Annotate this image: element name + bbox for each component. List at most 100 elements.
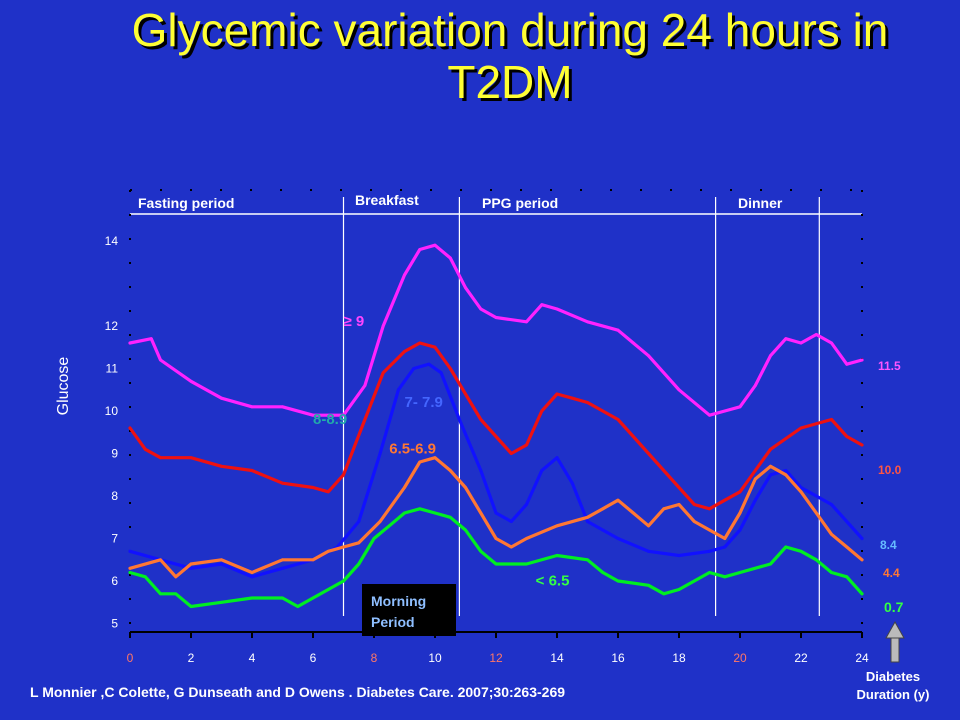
series-point [174,575,178,579]
series-point [159,456,162,460]
series-point [494,562,498,566]
series-point [586,520,589,523]
series-point [677,503,681,506]
series-point [250,469,254,472]
series-point [418,248,422,251]
series-point [586,558,589,562]
series-point [250,596,254,600]
series-point [220,562,223,566]
series-label: 7- 7.9 [405,394,443,411]
series-point [128,341,132,345]
series-point [708,549,711,553]
series-point [189,566,193,570]
series-point [525,443,528,447]
series-point [799,426,803,430]
up-arrow-icon [885,620,905,663]
series-point [555,554,559,557]
x-tick-label: 16 [611,651,625,665]
series-point [616,498,620,502]
series-line [128,341,864,511]
series-point [708,571,711,574]
period-label: PPG period [482,195,558,211]
series-point [738,511,742,515]
series-point [281,596,284,600]
series-point [418,507,422,511]
series-point [250,575,254,579]
series-point [738,528,742,532]
series-point [784,337,788,341]
y-tick-label: 5 [111,617,118,631]
series-point [860,358,864,362]
series-point [830,571,833,574]
series-point [403,486,406,489]
series-point [723,409,727,413]
series-point [494,435,498,438]
series-point [357,562,361,566]
series-point [363,418,367,421]
series-point [647,583,650,587]
series-point [128,426,132,430]
y-tick-label: 9 [111,447,118,461]
period-label: Fasting period [138,195,234,211]
series-point [769,447,772,451]
series-point [845,435,849,438]
series-point [448,515,452,519]
series-point [616,537,620,540]
x-tick-label: 14 [550,651,564,665]
series-point [830,341,833,345]
series-point [357,541,361,545]
series-point [281,558,284,562]
series-point [509,452,513,455]
series-point [860,592,864,596]
diabetes-label-line-2: Duration (y) [856,687,930,702]
series-point [433,345,437,349]
series-point [540,409,544,413]
title-line-2: T2DM [447,56,573,108]
series-point [799,490,803,494]
series-point [458,418,461,421]
series-point [494,316,498,319]
x-tick-label: 20 [733,651,747,665]
series-labels: ≥ 9 7- 7.9 8-8.9 6.5-6.9 < 6.5 11.5 10.0 8.4 4.4… [313,313,904,615]
series-point [403,350,406,353]
series-point [769,464,772,468]
series-line [128,362,864,579]
series-point [708,528,711,532]
series-point [464,392,467,396]
series-point [311,486,315,489]
x-tick-label: 22 [794,651,808,665]
series-point [616,418,620,421]
series-point [647,549,650,553]
series-point [342,545,345,549]
series-point [570,396,574,400]
series-point [220,464,223,468]
series-point [616,328,620,332]
series-point [860,537,864,540]
series-point [814,511,818,515]
series-point [555,392,559,396]
series-point [281,566,284,570]
series-point [464,286,467,290]
series-point [479,511,483,515]
series-point [342,473,345,477]
y-tick-label: 11 [106,362,119,376]
series-point [555,307,559,311]
series-line [128,507,864,609]
series-point [692,579,696,583]
series-point [738,405,742,409]
series-point [570,481,574,485]
series-point [464,528,467,532]
series-point [830,532,833,536]
series-point [189,379,193,383]
series-point [464,486,467,489]
series-point [189,562,193,566]
series-point [509,520,513,523]
series-point [708,413,711,417]
series-point [601,507,605,511]
series-point [372,537,376,540]
series-point [448,469,452,472]
series-point [753,498,757,502]
series-point [738,571,742,574]
x-tick-label: 0 [127,651,134,665]
series-point [647,452,650,455]
